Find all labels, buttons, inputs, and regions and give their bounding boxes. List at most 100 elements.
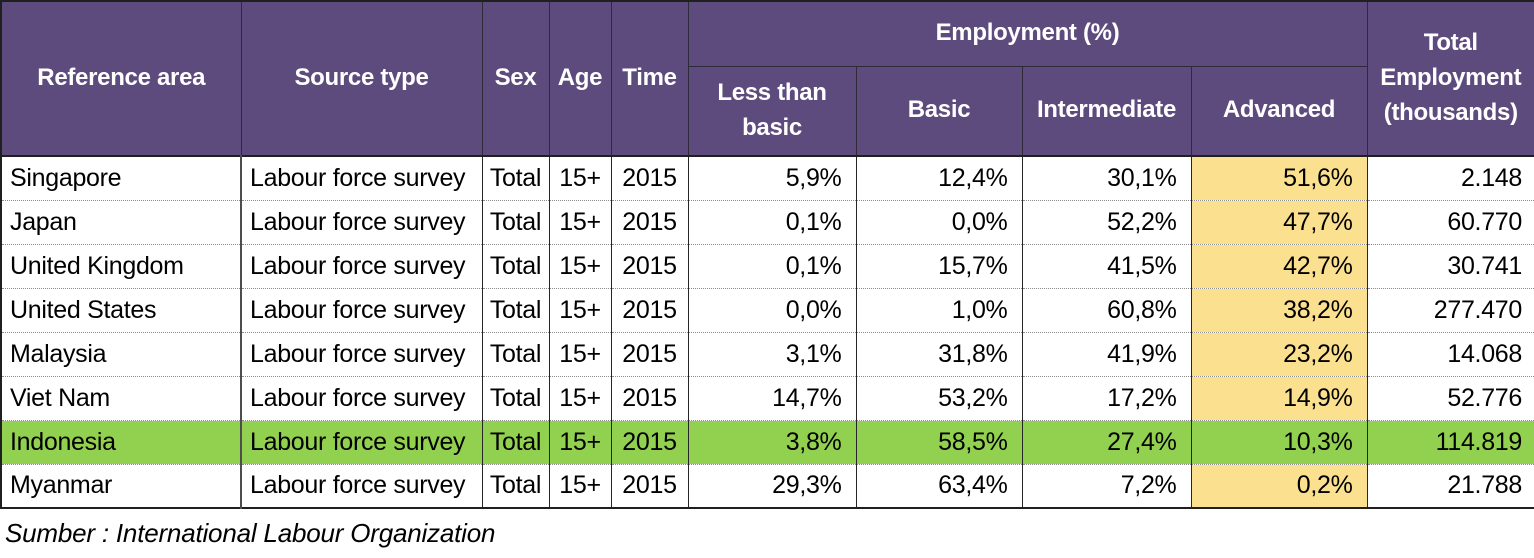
cell-age: 15+ <box>548 419 612 465</box>
col-header-total-employment: Total Employment (thousands) <box>1366 0 1534 157</box>
cell-sex: Total <box>481 419 550 465</box>
cell-basic: 58,5% <box>855 419 1023 465</box>
table-row-japan: Japan Labour force survey Total 15+ 2015… <box>0 199 1534 245</box>
cell-sex: Total <box>481 199 550 245</box>
cell-intermediate: 27,4% <box>1021 419 1192 465</box>
cell-time: 2015 <box>610 287 689 333</box>
cell-advanced: 38,2% <box>1190 287 1368 333</box>
cell-time: 2015 <box>610 331 689 377</box>
cell-less-than-basic: 29,3% <box>687 463 857 509</box>
cell-advanced: 51,6% <box>1190 155 1368 201</box>
cell-basic: 15,7% <box>855 243 1023 289</box>
cell-less-than-basic: 0,1% <box>687 199 857 245</box>
cell-reference-area: Viet Nam <box>0 375 242 421</box>
cell-age: 15+ <box>548 155 612 201</box>
cell-intermediate: 30,1% <box>1021 155 1192 201</box>
cell-less-than-basic: 0,1% <box>687 243 857 289</box>
cell-sex: Total <box>481 287 550 333</box>
cell-time: 2015 <box>610 375 689 421</box>
cell-sex: Total <box>481 375 550 421</box>
table-row-malaysia: Malaysia Labour force survey Total 15+ 2… <box>0 331 1534 377</box>
cell-source-type: Labour force survey <box>240 243 483 289</box>
cell-intermediate: 7,2% <box>1021 463 1192 509</box>
cell-time: 2015 <box>610 155 689 201</box>
cell-advanced: 47,7% <box>1190 199 1368 245</box>
cell-sex: Total <box>481 463 550 509</box>
cell-total-employment: 60.770 <box>1366 199 1534 245</box>
cell-reference-area: Malaysia <box>0 331 242 377</box>
cell-total-employment: 2.148 <box>1366 155 1534 201</box>
cell-less-than-basic: 3,8% <box>687 419 857 465</box>
cell-source-type: Labour force survey <box>240 419 483 465</box>
col-header-time: Time <box>610 0 689 157</box>
cell-age: 15+ <box>548 375 612 421</box>
cell-intermediate: 41,9% <box>1021 331 1192 377</box>
col-group-header-employment-pct: Employment (%) <box>687 0 1368 67</box>
cell-intermediate: 60,8% <box>1021 287 1192 333</box>
cell-sex: Total <box>481 243 550 289</box>
col-header-reference-area: Reference area <box>0 0 242 157</box>
col-header-source-type: Source type <box>240 0 483 157</box>
cell-basic: 31,8% <box>855 331 1023 377</box>
cell-age: 15+ <box>548 243 612 289</box>
cell-basic: 0,0% <box>855 199 1023 245</box>
cell-intermediate: 41,5% <box>1021 243 1192 289</box>
cell-intermediate: 17,2% <box>1021 375 1192 421</box>
cell-source-type: Labour force survey <box>240 287 483 333</box>
cell-advanced: 0,2% <box>1190 463 1368 509</box>
source-note: Sumber : International Labour Organizati… <box>5 518 496 548</box>
cell-advanced: 42,7% <box>1190 243 1368 289</box>
table-row-united-kingdom: United Kingdom Labour force survey Total… <box>0 243 1534 289</box>
cell-less-than-basic: 5,9% <box>687 155 857 201</box>
cell-advanced: 14,9% <box>1190 375 1368 421</box>
cell-time: 2015 <box>610 243 689 289</box>
table-row-viet-nam: Viet Nam Labour force survey Total 15+ 2… <box>0 375 1534 421</box>
cell-reference-area: United Kingdom <box>0 243 242 289</box>
cell-less-than-basic: 14,7% <box>687 375 857 421</box>
cell-basic: 1,0% <box>855 287 1023 333</box>
cell-total-employment: 277.470 <box>1366 287 1534 333</box>
cell-less-than-basic: 3,1% <box>687 331 857 377</box>
col-header-advanced: Advanced <box>1190 65 1368 157</box>
cell-source-type: Labour force survey <box>240 375 483 421</box>
col-header-basic: Basic <box>855 65 1023 157</box>
cell-time: 2015 <box>610 463 689 509</box>
cell-source-type: Labour force survey <box>240 155 483 201</box>
cell-less-than-basic: 0,0% <box>687 287 857 333</box>
table-header: Reference area Source type Sex Age Time … <box>0 0 1534 157</box>
table-row-united-states: United States Labour force survey Total … <box>0 287 1534 333</box>
cell-reference-area: United States <box>0 287 242 333</box>
table-row-singapore: Singapore Labour force survey Total 15+ … <box>0 155 1534 201</box>
table-body: Singapore Labour force survey Total 15+ … <box>0 155 1534 509</box>
cell-sex: Total <box>481 331 550 377</box>
cell-basic: 53,2% <box>855 375 1023 421</box>
col-header-age: Age <box>548 0 612 157</box>
cell-total-employment: 14.068 <box>1366 331 1534 377</box>
cell-total-employment: 52.776 <box>1366 375 1534 421</box>
cell-age: 15+ <box>548 199 612 245</box>
cell-total-employment: 21.788 <box>1366 463 1534 509</box>
cell-source-type: Labour force survey <box>240 199 483 245</box>
cell-time: 2015 <box>610 419 689 465</box>
table-row-indonesia-highlighted: Indonesia Labour force survey Total 15+ … <box>0 419 1534 465</box>
cell-advanced: 23,2% <box>1190 331 1368 377</box>
col-header-sex: Sex <box>481 0 550 157</box>
cell-intermediate: 52,2% <box>1021 199 1192 245</box>
employment-table: Reference area Source type Sex Age Time … <box>0 0 1534 509</box>
cell-age: 15+ <box>548 463 612 509</box>
table-row-myanmar: Myanmar Labour force survey Total 15+ 20… <box>0 463 1534 509</box>
cell-total-employment: 30.741 <box>1366 243 1534 289</box>
cell-source-type: Labour force survey <box>240 331 483 377</box>
cell-sex: Total <box>481 155 550 201</box>
cell-advanced: 10,3% <box>1190 419 1368 465</box>
cell-reference-area: Myanmar <box>0 463 242 509</box>
col-header-less-than-basic: Less than basic <box>687 65 857 157</box>
cell-reference-area: Singapore <box>0 155 242 201</box>
cell-reference-area: Japan <box>0 199 242 245</box>
cell-basic: 12,4% <box>855 155 1023 201</box>
cell-source-type: Labour force survey <box>240 463 483 509</box>
cell-time: 2015 <box>610 199 689 245</box>
cell-total-employment: 114.819 <box>1366 419 1534 465</box>
cell-age: 15+ <box>548 287 612 333</box>
cell-basic: 63,4% <box>855 463 1023 509</box>
